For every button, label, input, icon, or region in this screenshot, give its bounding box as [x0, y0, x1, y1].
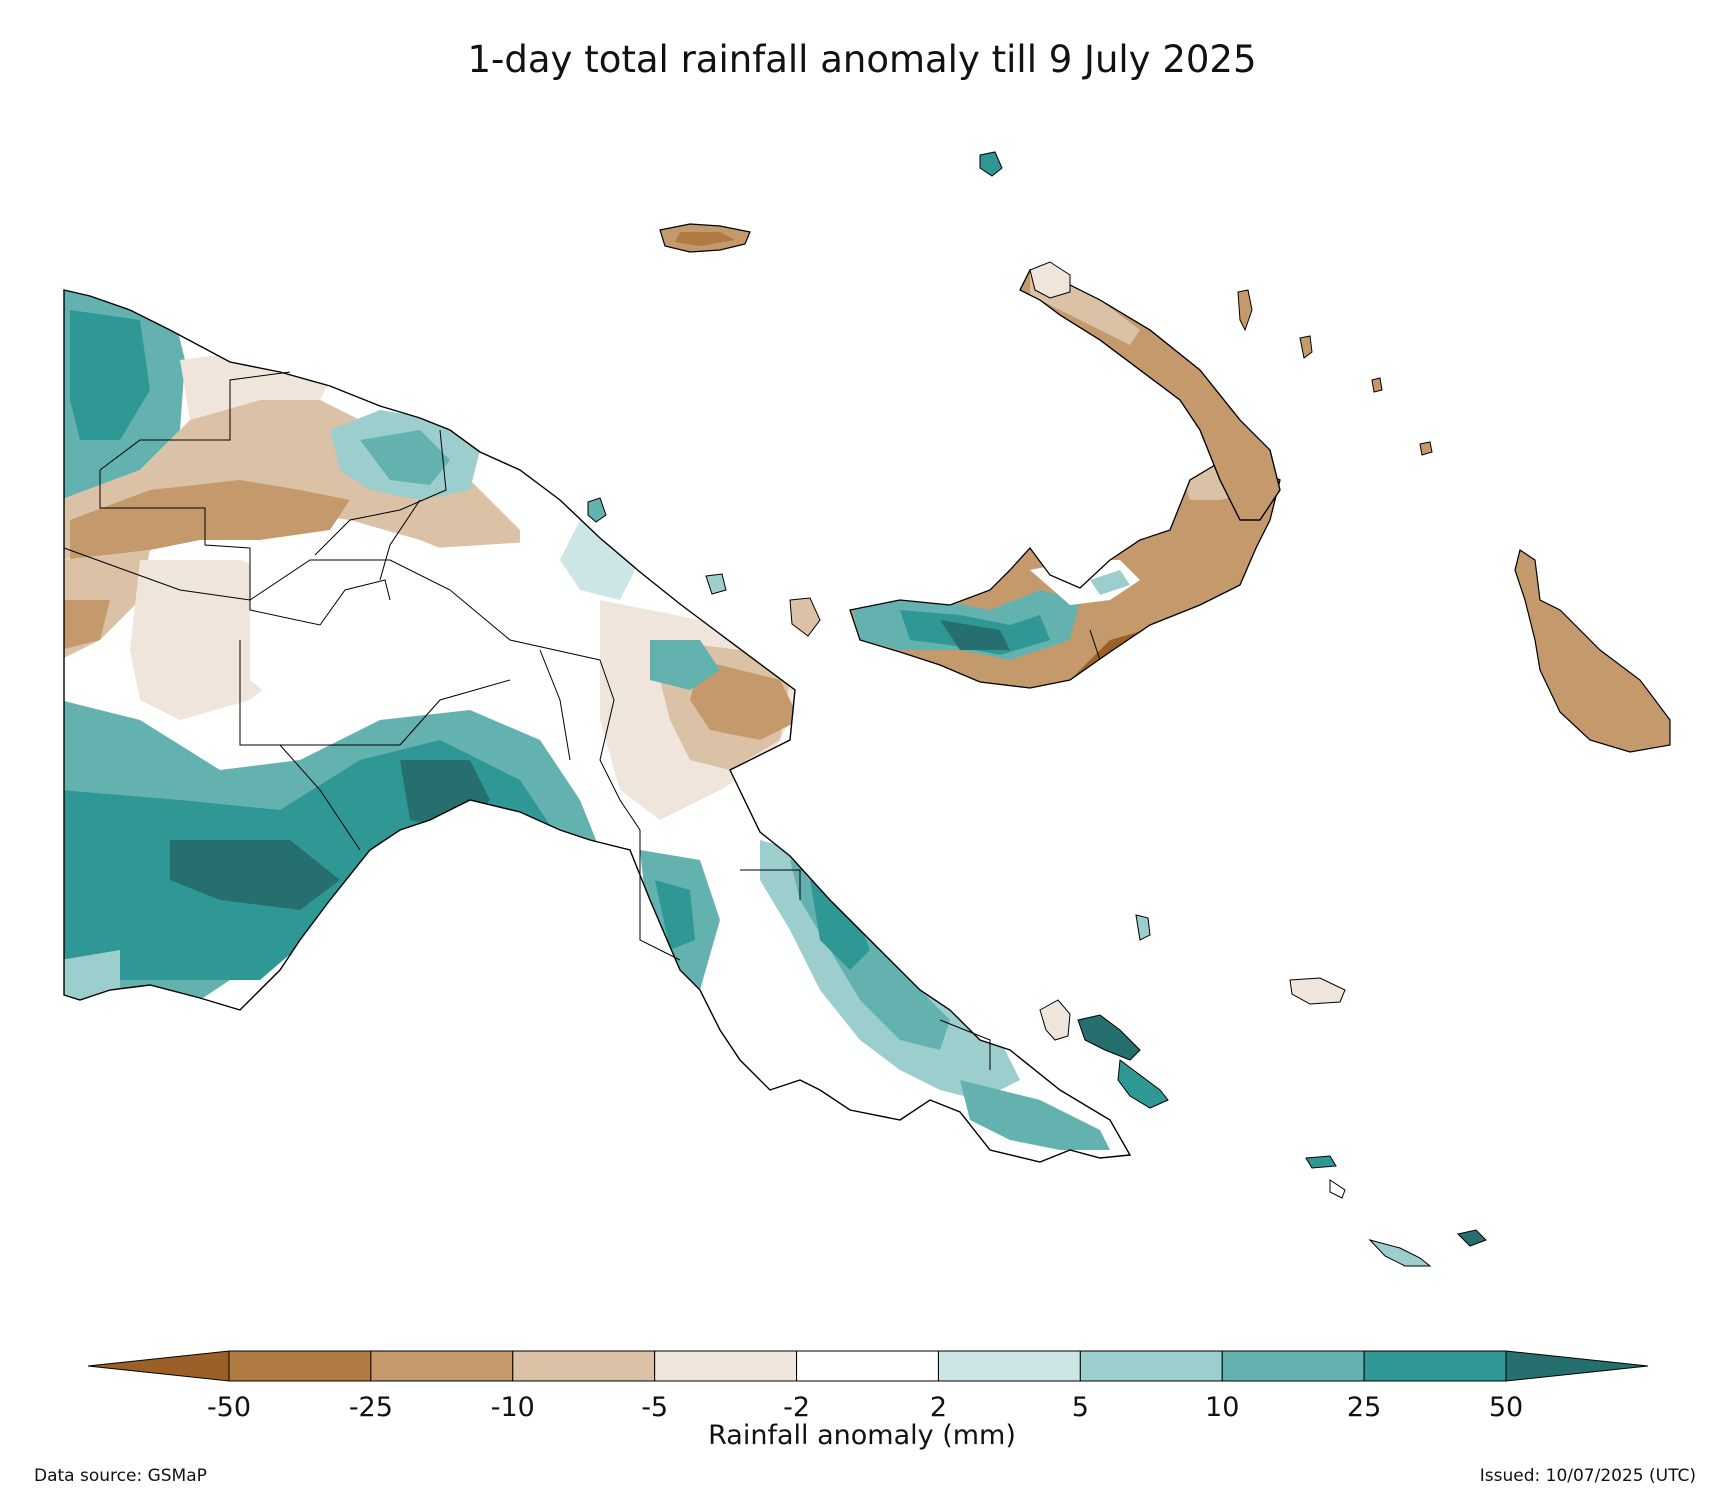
- colorbar-segment: [1079, 1350, 1223, 1382]
- colorbar-segment: [1363, 1350, 1507, 1382]
- colorbar-tick-label: 5: [1071, 1392, 1089, 1423]
- colorbar: [87, 1350, 1649, 1382]
- colorbar-tick-label: 10: [1205, 1392, 1240, 1423]
- colorbar-tick-label: 50: [1488, 1392, 1524, 1423]
- colorbar-tick-label: -50: [206, 1392, 252, 1423]
- colorbar-segment: [370, 1350, 514, 1382]
- colorbar-tick-label: 2: [929, 1392, 948, 1423]
- colorbar-segment: [512, 1350, 656, 1382]
- minor-islands: [587, 151, 1487, 1267]
- manus-island: [659, 223, 751, 253]
- colorbar-segment: [796, 1350, 939, 1382]
- colorbar-tick-label: -5: [641, 1392, 669, 1423]
- issued-date-note: Issued: 10/07/2025 (UTC): [1479, 1466, 1696, 1486]
- bougainville-island: [1514, 549, 1671, 753]
- colorbar-segment: [937, 1350, 1081, 1382]
- colorbar-tick-label: 25: [1346, 1392, 1382, 1423]
- colorbar-tick-label: -25: [348, 1392, 393, 1423]
- colorbar-extend-high: [1505, 1350, 1649, 1382]
- mainland-landmass: [63, 289, 1132, 1163]
- colorbar-tick-label: -10: [490, 1392, 535, 1423]
- data-source-note: Data source: GSMaP: [34, 1466, 207, 1486]
- map-title: 1-day total rainfall anomaly till 9 July…: [467, 38, 1257, 81]
- colorbar-label: Rainfall anomaly (mm): [708, 1420, 1016, 1451]
- colorbar-segment: [654, 1350, 798, 1382]
- colorbar-segment: [228, 1350, 372, 1382]
- colorbar-extend-low: [87, 1350, 230, 1382]
- colorbar-tick-label: -2: [783, 1392, 810, 1423]
- colorbar-segment: [1221, 1350, 1365, 1382]
